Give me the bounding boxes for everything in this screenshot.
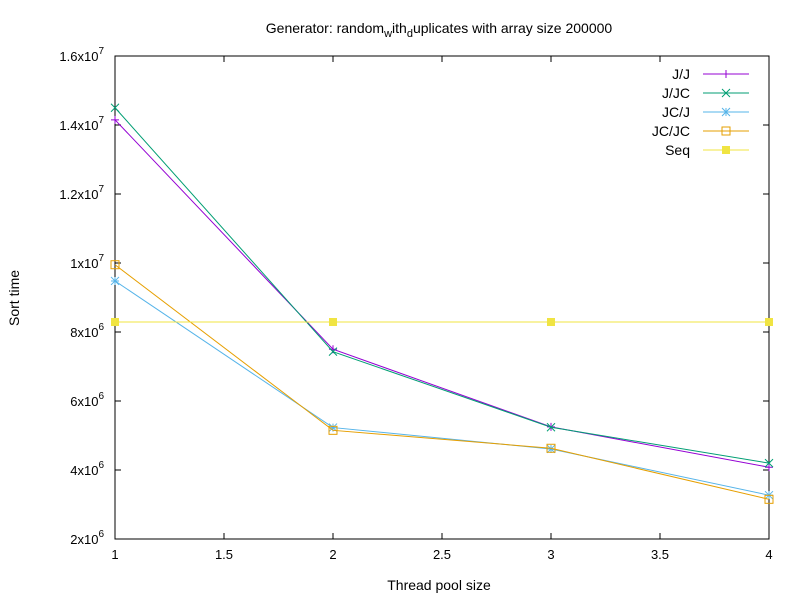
y-tick-exponent: 7 <box>98 46 104 57</box>
star-marker <box>721 107 731 117</box>
x-tick-label: 4 <box>765 547 772 562</box>
series-j-j <box>111 115 773 472</box>
series-line <box>114 264 770 500</box>
y-tick-mantissa: 6x10 <box>70 394 98 409</box>
cross-marker <box>764 458 774 468</box>
x-axis-label: Thread pool size <box>387 577 491 593</box>
y-tick-exponent: 7 <box>98 253 104 264</box>
y-tick-exponent: 6 <box>98 391 104 402</box>
legend-label: J/J <box>672 66 690 82</box>
y-tick-mantissa: 8x10 <box>70 325 98 340</box>
legend-label: J/JC <box>662 85 690 101</box>
title-part: d <box>407 28 413 40</box>
y-axis-label: Sort time <box>6 270 22 326</box>
series-seq <box>111 317 773 326</box>
series-jc-jc <box>110 260 774 504</box>
x-tick-label: 3 <box>547 547 554 562</box>
x-tick-label: 1 <box>111 547 118 562</box>
legend-item: J/JC <box>662 85 749 101</box>
y-tick-mantissa: 1.2x10 <box>59 187 98 202</box>
title-part: Generator: random <box>266 20 384 36</box>
series-line <box>114 280 770 496</box>
star-marker <box>110 276 120 286</box>
y-tick-exponent: 7 <box>98 184 104 195</box>
y-tick-mantissa: 4x10 <box>70 463 98 478</box>
cross-marker <box>546 422 556 432</box>
series-jc-j <box>110 276 774 500</box>
x-tick-label: 2 <box>329 547 336 562</box>
legend: J/J J/JC JC/J JC/JC Seq <box>652 66 749 158</box>
y-tick-exponent: 7 <box>98 115 104 126</box>
square-open-marker <box>110 260 120 270</box>
title-part: ith <box>392 20 407 36</box>
y-tick-mantissa: 2x10 <box>70 532 98 547</box>
axis-ticks: 1 1.5 2 2.5 3 3.5 42x1064x1066x1068x1061x1071.… <box>59 46 772 562</box>
x-tick-label: 2.5 <box>433 547 451 562</box>
square-filled-marker <box>765 317 773 326</box>
y-tick-label: 1x107 <box>70 253 104 271</box>
legend-item: JC/J <box>662 104 749 120</box>
y-tick-label: 6x106 <box>70 391 104 409</box>
y-tick-mantissa: 1x10 <box>70 256 98 271</box>
y-tick-label: 4x106 <box>70 460 104 478</box>
cross-marker <box>721 88 731 98</box>
series-j-jc <box>110 103 774 468</box>
square-filled-marker <box>547 317 555 326</box>
legend-item: Seq <box>665 142 749 158</box>
y-tick-label: 1.4x107 <box>59 115 104 133</box>
plus-marker <box>722 70 730 78</box>
star-marker <box>328 423 338 432</box>
y-tick-mantissa: 1.4x10 <box>59 118 98 133</box>
y-tick-exponent: 6 <box>98 322 104 333</box>
x-tick-label: 3.5 <box>651 547 669 562</box>
y-tick-exponent: 6 <box>98 529 104 540</box>
series-line <box>114 107 770 464</box>
legend-label: Seq <box>665 142 690 158</box>
y-tick-mantissa: 1.6x10 <box>59 49 98 64</box>
series-layer <box>110 103 774 504</box>
star-marker <box>546 444 556 454</box>
y-tick-label: 2x106 <box>70 529 104 547</box>
square-open-marker <box>721 126 731 136</box>
y-tick-label: 1.6x107 <box>59 46 104 64</box>
y-tick-label: 8x106 <box>70 322 104 340</box>
series-line <box>114 119 770 468</box>
legend-item: J/J <box>672 66 749 82</box>
x-tick-label: 1.5 <box>215 547 233 562</box>
plus-marker <box>765 463 773 472</box>
legend-label: JC/J <box>662 104 690 120</box>
legend-item: JC/JC <box>652 123 749 139</box>
y-tick-label: 1.2x107 <box>59 184 104 202</box>
cross-marker <box>110 103 120 113</box>
plus-marker <box>111 115 119 124</box>
square-filled-marker <box>329 317 337 326</box>
cross-marker <box>328 347 338 357</box>
square-open-marker <box>764 494 774 504</box>
square-open-marker <box>328 425 338 435</box>
title-part: w <box>383 28 392 40</box>
title-part: uplicates with array size 200000 <box>413 20 612 36</box>
square-open-marker <box>546 443 556 453</box>
chart-title: Generator: randomwithduplicates with arr… <box>266 20 613 40</box>
y-tick-exponent: 6 <box>98 460 104 471</box>
square-filled-marker <box>722 146 730 154</box>
square-filled-marker <box>111 317 119 326</box>
legend-label: JC/JC <box>652 123 690 139</box>
